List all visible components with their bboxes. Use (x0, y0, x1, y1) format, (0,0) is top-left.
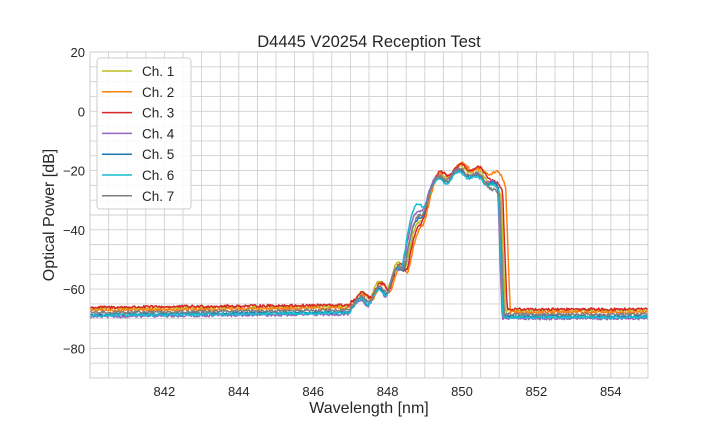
legend: Ch. 1 Ch. 2 Ch. 3 Ch. 4 Ch. 5 Ch. 6 Ch. 7 (96, 57, 192, 210)
y-tick-label: −60 (63, 282, 85, 297)
y-axis-label: Optical Power [dB] (41, 149, 58, 282)
legend-label: Ch. 7 (142, 189, 174, 204)
legend-item: Ch. 7 (102, 189, 174, 204)
legend-item: Ch. 5 (102, 147, 174, 162)
y-tick-label: −40 (63, 223, 85, 238)
x-tick-label: 850 (451, 384, 473, 399)
x-tick-label: 844 (228, 384, 250, 399)
x-tick-label: 854 (600, 384, 622, 399)
x-tick-label: 842 (154, 384, 176, 399)
x-tick-label: 848 (377, 384, 399, 399)
legend-box (96, 57, 192, 210)
y-tick-label: −80 (63, 341, 85, 356)
series-line-ch-7 (89, 167, 649, 317)
y-tick-label: 20 (71, 45, 85, 60)
series-line-ch-6 (89, 170, 649, 320)
legend-label: Ch. 5 (142, 147, 174, 162)
legend-item: Ch. 1 (102, 64, 174, 79)
legend-item: Ch. 2 (102, 85, 174, 100)
legend-item: Ch. 4 (102, 126, 175, 141)
series-lines (89, 161, 649, 321)
series-line-ch-3 (89, 162, 649, 312)
chart-title: D4445 V20254 Reception Test (257, 33, 481, 51)
legend-item: Ch. 3 (102, 106, 174, 121)
legend-item: Ch. 6 (102, 168, 174, 183)
legend-label: Ch. 6 (142, 168, 174, 183)
x-tick-label: 846 (302, 384, 324, 399)
x-tick-label: 852 (526, 384, 548, 399)
legend-label: Ch. 1 (142, 64, 174, 79)
y-axis: 20 0 −20 −40 −60 −80 (63, 45, 85, 356)
y-tick-label: 0 (78, 104, 85, 119)
plot-frame (89, 51, 649, 379)
legend-label: Ch. 3 (142, 106, 174, 121)
y-tick-label: −20 (63, 164, 85, 179)
x-axis: 842 844 846 848 850 852 854 (154, 384, 622, 399)
legend-label: Ch. 2 (142, 85, 174, 100)
x-axis-label: Wavelength [nm] (309, 400, 428, 417)
legend-label: Ch. 4 (142, 126, 175, 141)
